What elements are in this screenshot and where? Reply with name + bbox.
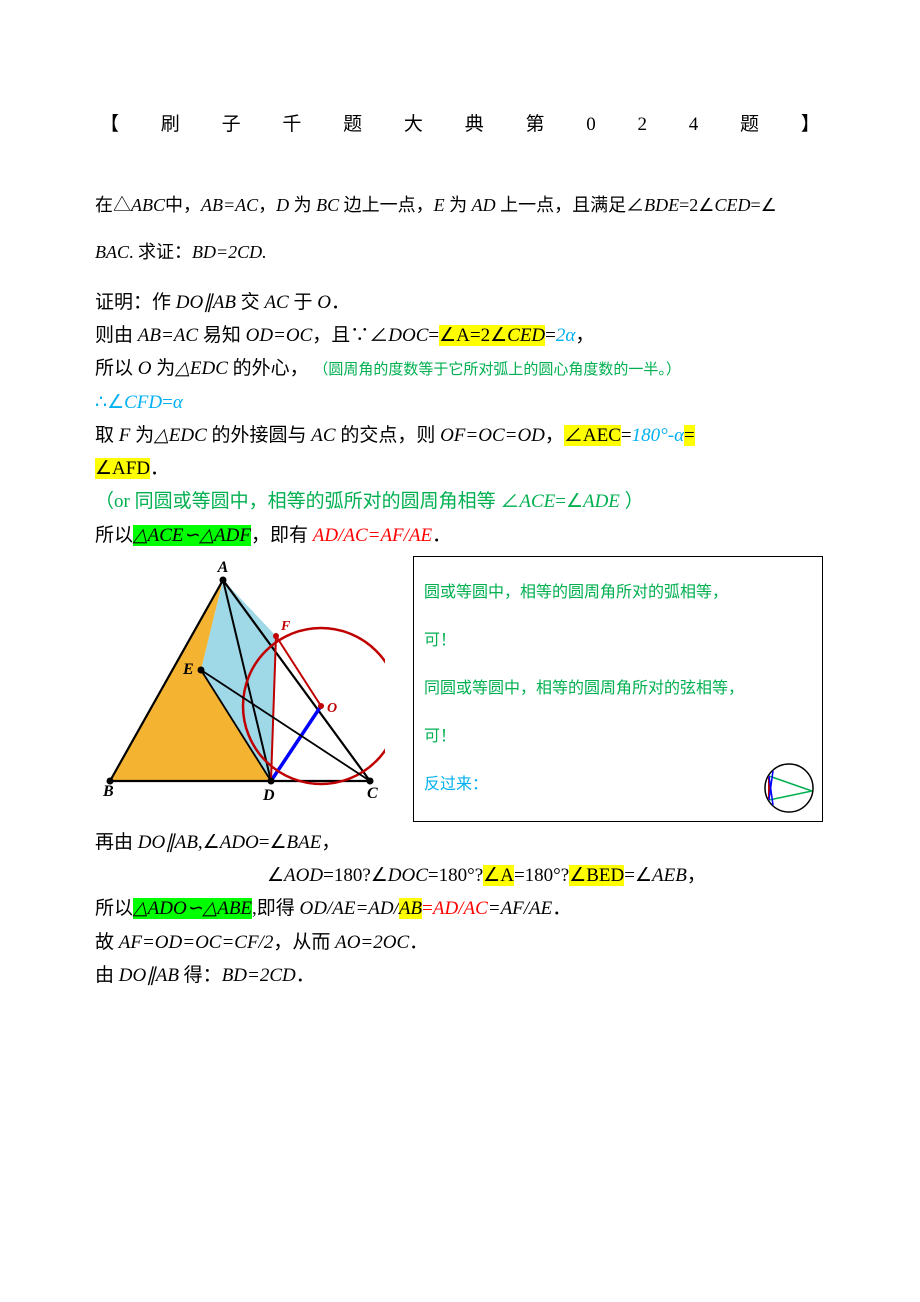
proof-line-4: ∴∠CFD=α — [95, 386, 825, 419]
proof-line-1: 证明：作 DO∥AB 交 AC 于 O． — [95, 286, 825, 319]
proof-line-6: ∠AFD． — [95, 452, 825, 485]
theorem-note-box: 圆或等圆中，相等的圆周角所对的弧相等， 可！ 同圆或等圆中，相等的圆周角所对的弦… — [413, 556, 823, 822]
proof-line-9: 再由 DO∥AB,∠ADO=∠BAE， — [95, 826, 825, 859]
proof-line-11: 所以△ADO∽△ABE,即得 OD/AE=AD/AB=AD/AC=AF/AE． — [95, 892, 825, 925]
proof-line-7: （or 同圆或等圆中，相等的弧所对的圆周角相等 ∠ACE=∠ADE ） — [95, 485, 825, 518]
label-B: B — [102, 783, 114, 800]
proof-line-3: 所以 O 为△EDC 的外心， （圆周角的度数等于它所对弧上的圆心角度数的一半。… — [95, 352, 825, 385]
label-C: C — [367, 785, 378, 802]
proof-line-8: 所以△ACE∽△ADF，即有 AD/AC=AF/AE． — [95, 519, 825, 552]
proof-body: 证明：作 DO∥AB 交 AC 于 O． 则由 AB=AC 易知 OD=OC，且… — [95, 286, 825, 992]
mini-circle-figure — [762, 761, 816, 815]
proof-line-12: 故 AF=OD=OC=CF/2，从而 AO=2OC． — [95, 926, 825, 959]
proof-line-2: 则由 AB=AC 易知 OD=OC，且∵∠DOC=∠A=2∠CED=2α， — [95, 319, 825, 352]
label-O: O — [327, 701, 337, 716]
proof-line-5: 取 F 为△EDC 的外接圆与 AC 的交点，则 OF=OC=OD，∠AEC=1… — [95, 419, 825, 452]
label-F: F — [280, 619, 291, 634]
problem-statement: 在△ABC中，AB=AC，D 为 BC 边上一点，E 为 AD 上一点，且满足∠… — [95, 182, 825, 276]
label-A: A — [217, 559, 229, 576]
proof-line-10: ∠AOD=180?∠DOC=180°?∠A=180°?∠BED=∠AEB， — [95, 859, 825, 892]
figure-row: A B C D E F O 圆或等圆中，相等的圆周角所对的弧相等， 可！ 同圆或… — [95, 556, 825, 822]
proof-line-13: 由 DO∥AB 得：BD=2CD． — [95, 959, 825, 992]
label-E: E — [182, 661, 194, 678]
label-D: D — [262, 787, 275, 804]
geometry-figure: A B C D E F O — [95, 556, 385, 808]
page-title: 【刷子千题大典第024题】 — [95, 110, 825, 140]
